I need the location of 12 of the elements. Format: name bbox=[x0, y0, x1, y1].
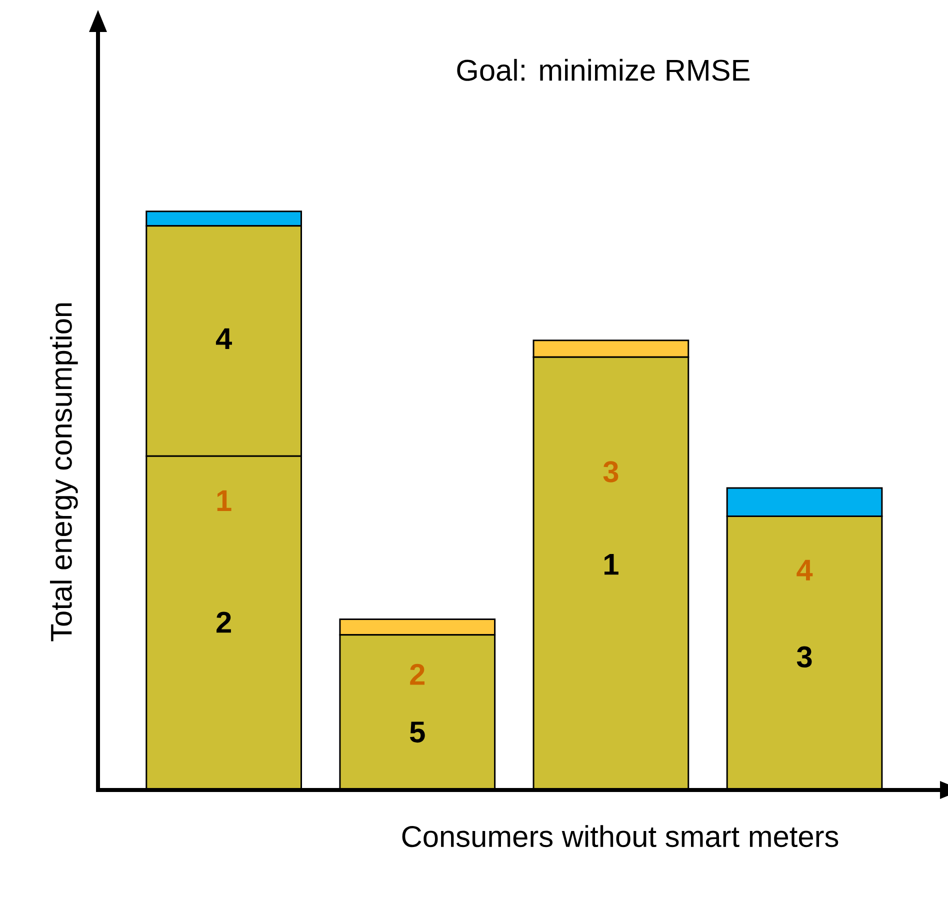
annotation: 1 bbox=[604, 554, 618, 575]
chart-title: Goal: minimize RMSE bbox=[457, 58, 750, 81]
annotation: 1 bbox=[217, 490, 232, 511]
annotation: 3 bbox=[603, 461, 618, 482]
annotation: 4 bbox=[796, 560, 813, 580]
annotation: 2 bbox=[216, 612, 231, 633]
annotation: 5 bbox=[410, 722, 425, 743]
annotation: 4 bbox=[216, 328, 232, 349]
x-axis-title: Consumers without smart meters bbox=[402, 825, 838, 848]
y-axis-title: Total energy consumption bbox=[50, 303, 78, 642]
annotation: 3 bbox=[796, 646, 812, 668]
annotation: 2 bbox=[410, 664, 424, 685]
